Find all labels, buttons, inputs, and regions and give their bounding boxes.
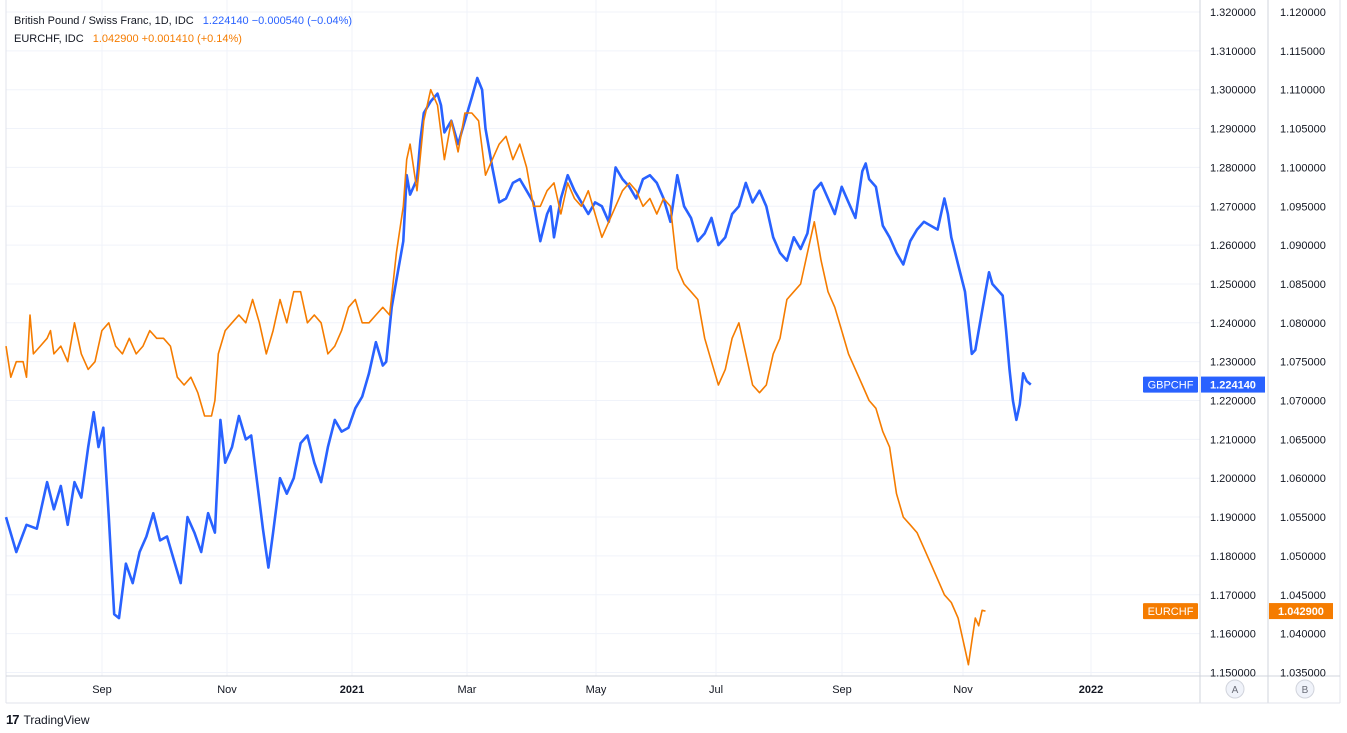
scale-tab-label: B [1302, 685, 1309, 696]
price-tick-b: 1.100000 [1280, 162, 1326, 174]
time-label: Mar [458, 684, 477, 696]
price-tick-a: 1.230000 [1210, 357, 1256, 369]
price-tick-b: 1.055000 [1280, 512, 1326, 524]
price-tick-b: 1.045000 [1280, 590, 1326, 602]
time-label: Nov [217, 684, 237, 696]
last-value-label: 1.042900 [1278, 606, 1324, 618]
price-tick-b: 1.115000 [1280, 46, 1325, 58]
price-tick-b: 1.080000 [1280, 318, 1326, 330]
series-name-badge-gbpchf [1143, 376, 1198, 393]
time-label: Jul [709, 684, 723, 696]
legend-eurchf-symbol: EURCHF, IDC [14, 33, 84, 45]
series-name-label: GBPCHF [1148, 380, 1194, 392]
price-tick-a: 1.260000 [1210, 240, 1256, 252]
price-tick-a: 1.160000 [1210, 629, 1256, 641]
price-tick-b: 1.060000 [1280, 473, 1326, 485]
price-tick-a: 1.250000 [1210, 279, 1256, 291]
price-tick-a: 1.170000 [1210, 590, 1256, 602]
price-tick-b: 1.065000 [1280, 434, 1326, 446]
legend-eurchf[interactable]: EURCHF, IDC 1.042900 +0.001410 (+0.14%) [14, 33, 242, 45]
legend-gbpchf-values: 1.224140 −0.000540 (−0.04%) [202, 15, 353, 27]
time-label: 2022 [1079, 684, 1103, 696]
tradingview-logo-icon: 17 [6, 712, 20, 727]
tradingview-brand[interactable]: 17 TradingView [6, 712, 90, 727]
price-tick-b: 1.120000 [1280, 7, 1326, 19]
legend-gbpchf[interactable]: British Pound / Swiss Franc, 1D, IDC 1.2… [14, 15, 352, 27]
price-tick-b: 1.075000 [1280, 357, 1326, 369]
price-tick-a: 1.190000 [1210, 512, 1256, 524]
price-tick-b: 1.095000 [1280, 201, 1326, 213]
price-tick-a: 1.210000 [1210, 434, 1256, 446]
chart-grid [5, 0, 1341, 704]
scale-tab-a [1225, 679, 1245, 699]
time-label: Nov [953, 684, 973, 696]
price-tick-b: 1.105000 [1280, 124, 1326, 136]
series-line-gbpchf [4, 76, 1032, 620]
price-tick-a: 1.280000 [1210, 162, 1256, 174]
scale-tab-b [1295, 679, 1315, 699]
time-label: May [586, 684, 607, 696]
price-tick-a: 1.220000 [1210, 396, 1256, 408]
price-tick-b: 1.035000 [1280, 667, 1326, 679]
price-tick-a: 1.180000 [1210, 551, 1256, 563]
price-tick-a: 1.300000 [1210, 85, 1256, 97]
price-tick-b: 1.090000 [1280, 240, 1326, 252]
brand-name: TradingView [23, 712, 90, 727]
price-axis-b: 1.120000 1.115000 1.110000 1.105000 1.100000… [1280, 7, 1326, 679]
price-tick-a: 1.310000 [1210, 46, 1256, 58]
legend-gbpchf-symbol: British Pound / Swiss Franc, 1D, IDC [14, 15, 194, 27]
price-tick-b: 1.070000 [1280, 396, 1326, 408]
price-tick-a: 1.150000 [1210, 667, 1256, 679]
last-value-badge-gbpchf [1201, 376, 1265, 393]
price-tick-b: 1.110000 [1280, 85, 1325, 97]
last-value-badge-eurchf [1269, 603, 1333, 620]
time-label: 2021 [340, 684, 364, 696]
series-name-label: EURCHF [1148, 606, 1194, 618]
series-name-badge-eurchf [1143, 603, 1198, 620]
legend-eurchf-values: 1.042900 +0.001410 (+0.14%) [92, 33, 242, 45]
price-tick-a: 1.200000 [1210, 473, 1256, 485]
last-value-badges: GBPCHF 1.224140 EURCHF 1.042900 [1143, 376, 1333, 620]
price-tick-a: 1.290000 [1210, 124, 1256, 136]
price-tick-b: 1.085000 [1280, 279, 1326, 291]
last-value-label: 1.224140 [1210, 380, 1256, 392]
time-label: Sep [832, 684, 852, 696]
series-lines [4, 76, 1032, 666]
price-tick-a: 1.320000 [1210, 7, 1256, 19]
series-line-eurchf [5, 88, 986, 666]
price-axis-a: 1.320000 1.310000 1.300000 1.290000 1.280000… [1210, 7, 1256, 679]
price-tick-b: 1.050000 [1280, 551, 1326, 563]
price-tick-a: 1.270000 [1210, 201, 1256, 213]
price-tick-b: 1.040000 [1280, 629, 1326, 641]
scale-tab-label: A [1232, 685, 1239, 696]
price-tick-a: 1.240000 [1210, 318, 1256, 330]
time-axis: Sep Nov 2021 Mar May Jul Sep Nov 2022 A B [92, 679, 1315, 699]
time-label: Sep [92, 684, 112, 696]
